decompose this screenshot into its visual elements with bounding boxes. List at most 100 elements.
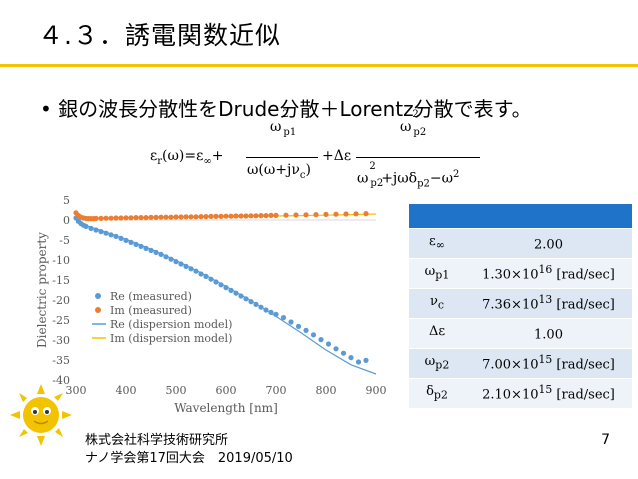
data-point-1 [193,214,199,220]
fraction-bar-1 [246,157,318,158]
data-point-1 [158,214,164,220]
data-point-1 [353,211,359,217]
y-tick-label: 5 [63,194,70,207]
param-value: 1.30×1016 [rad/sec] [465,258,632,289]
data-point-1 [183,214,189,220]
fraction-bar-2 [356,157,480,158]
x-tick-label: 600 [216,384,237,397]
data-point-0 [128,239,134,245]
data-point-1 [248,213,254,219]
data-point-0 [138,243,144,249]
data-point-1 [323,211,329,217]
data-point-1 [93,215,99,221]
data-point-1 [343,211,349,217]
data-point-0 [83,223,89,229]
param-symbol: δp2 [409,378,465,409]
data-point-0 [295,323,302,329]
data-point-1 [163,214,169,220]
data-point-1 [203,214,209,220]
data-point-1 [333,211,339,217]
data-point-0 [263,307,269,313]
data-point-1 [213,213,219,219]
formula-num2: ω 2 p2 [400,109,427,138]
data-point-1 [173,214,179,220]
data-point-1 [188,214,194,220]
legend-label: Im (measured) [110,304,192,317]
y-tick-label: -30 [52,334,70,347]
data-point-0 [123,237,129,243]
data-point-0 [103,230,109,236]
data-point-0 [153,249,159,255]
param-value: 7.36×1013 [rad/sec] [465,288,632,319]
data-point-1 [253,213,259,219]
param-symbol: ε∞ [409,228,465,259]
data-point-0 [253,301,259,307]
table-row: δp2 2.10×1015 [rad/sec] [409,378,632,409]
data-point-0 [113,233,119,239]
legend-marker [95,293,101,299]
data-point-1 [103,215,109,221]
data-point-1 [223,213,229,219]
data-point-0 [228,287,234,293]
param-value: 7.00×1015 [rad/sec] [465,348,632,379]
data-point-0 [163,254,169,260]
data-point-0 [340,350,347,356]
data-point-0 [148,247,154,253]
x-tick-label: 800 [316,384,337,397]
data-point-0 [93,227,99,233]
data-point-1 [208,213,214,219]
legend-marker [95,307,101,313]
y-axis-label: Dielectric property [36,232,49,348]
data-point-0 [98,229,104,235]
data-point-0 [310,332,317,338]
y-tick-label: -25 [52,314,70,327]
data-point-0 [238,293,244,299]
data-point-1 [363,211,369,217]
data-point-1 [198,214,204,220]
data-point-1 [148,214,154,220]
table-header [409,204,632,229]
y-tick-label: -20 [52,294,70,307]
data-point-1 [113,215,119,221]
data-point-1 [178,214,184,220]
data-point-0 [223,285,229,291]
data-point-0 [280,315,287,321]
data-point-0 [208,276,214,282]
data-point-1 [98,215,104,221]
legend-label: Im (dispersion model) [110,332,232,345]
data-point-1 [268,212,274,218]
data-point-0 [188,266,194,272]
data-point-0 [183,263,189,269]
formula-lhs: εr(ω)=ε∞+ [150,148,224,167]
data-point-0 [248,299,254,305]
data-point-0 [88,225,94,231]
formula-den2: ω 2 p2+jωδp2−ω2 [357,160,460,190]
table-row: ε∞ 2.00 [409,228,632,259]
data-point-0 [133,241,139,247]
param-symbol: Δε [409,318,465,349]
data-point-0 [173,259,179,265]
data-point-1 [118,215,124,221]
data-point-1 [273,212,279,218]
param-symbol: ωp1 [409,258,465,289]
data-point-1 [293,212,299,218]
data-point-0 [348,355,354,361]
data-point-0 [318,337,324,343]
data-point-1 [108,215,114,221]
data-point-0 [303,327,309,333]
data-point-1 [313,212,319,218]
data-point-1 [243,213,249,219]
data-point-0 [118,235,124,241]
data-point-0 [243,296,249,302]
data-point-1 [258,213,264,219]
x-tick-label: 700 [266,384,287,397]
data-point-0 [178,261,184,267]
legend-label: Re (dispersion model) [110,318,232,331]
data-point-1 [233,213,239,219]
x-tick-label: 400 [116,384,137,397]
table-row: ωp2 7.00×1015 [rad/sec] [409,348,632,379]
y-tick-label: -35 [52,354,70,367]
y-tick-label: 0 [63,214,70,227]
data-point-1 [138,215,144,221]
